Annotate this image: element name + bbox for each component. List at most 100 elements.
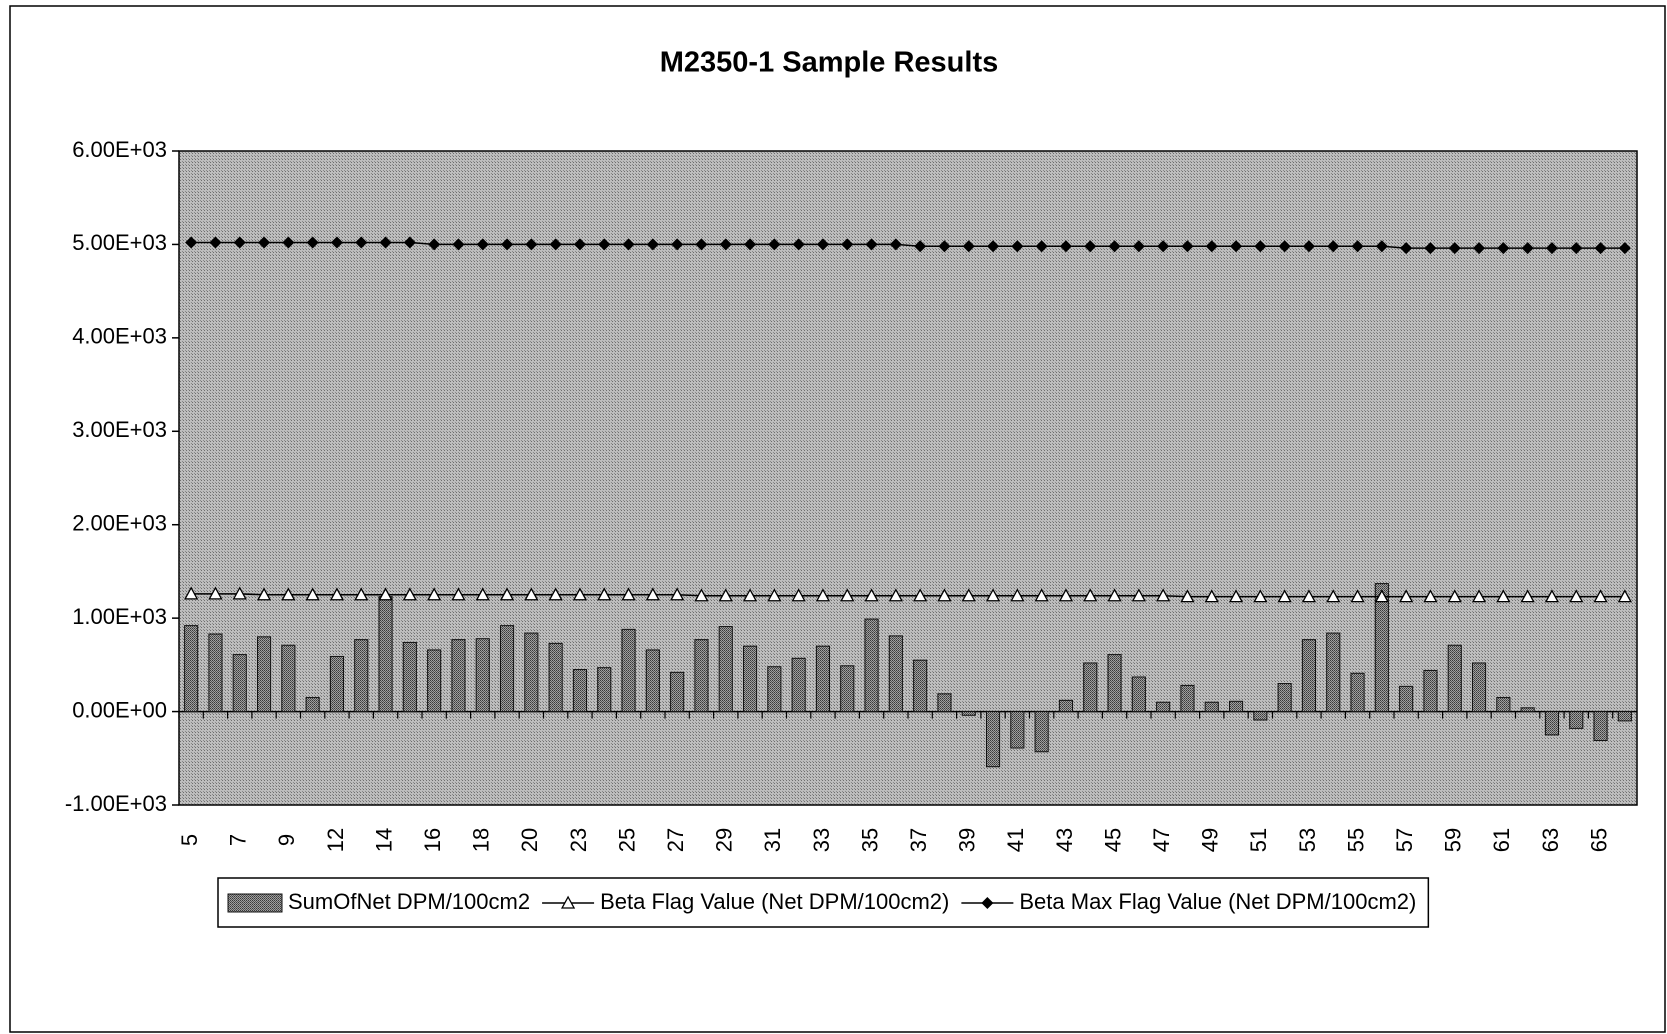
bar xyxy=(864,618,879,713)
x-tick-label: 16 xyxy=(420,828,445,852)
legend-label: Beta Max Flag Value (Net DPM/100cm2) xyxy=(1019,889,1416,914)
bar xyxy=(572,669,588,713)
x-tick-label: 65 xyxy=(1586,828,1611,852)
marker xyxy=(281,587,296,601)
bar xyxy=(1034,711,1049,753)
marker xyxy=(476,238,489,251)
x-tick-label: 33 xyxy=(809,828,834,852)
y-tick-label: 5.00E+03 xyxy=(72,230,167,255)
bar xyxy=(499,625,515,713)
marker xyxy=(1569,589,1584,603)
marker xyxy=(1010,588,1025,602)
marker xyxy=(1084,240,1097,253)
x-tick-label: 5 xyxy=(177,834,202,846)
marker xyxy=(718,588,733,602)
x-tick-label: 37 xyxy=(906,828,931,852)
marker xyxy=(1181,240,1194,253)
marker xyxy=(1253,589,1268,603)
series-diamond xyxy=(185,236,1631,255)
marker xyxy=(305,587,320,601)
x-tick-label: 20 xyxy=(517,828,542,852)
marker xyxy=(548,587,563,601)
marker xyxy=(767,588,782,602)
marker xyxy=(961,588,976,602)
marker xyxy=(329,587,345,601)
bar xyxy=(815,645,831,713)
marker xyxy=(1204,589,1219,603)
marker xyxy=(913,588,928,602)
bar xyxy=(1058,699,1074,713)
x-tick-label: 23 xyxy=(566,828,591,852)
marker xyxy=(501,238,514,251)
marker xyxy=(1107,588,1122,602)
marker xyxy=(1545,242,1558,255)
marker xyxy=(768,238,781,251)
marker xyxy=(1228,589,1244,603)
marker xyxy=(256,587,272,601)
bar xyxy=(184,625,199,713)
bar xyxy=(742,645,758,713)
marker xyxy=(1617,589,1632,603)
bar xyxy=(1447,644,1462,713)
marker xyxy=(694,588,709,602)
marker xyxy=(1301,589,1317,603)
marker xyxy=(1132,240,1145,253)
bar xyxy=(329,655,345,713)
bar xyxy=(524,632,539,713)
bar xyxy=(378,596,393,713)
bar xyxy=(767,666,782,713)
marker xyxy=(695,238,708,251)
marker xyxy=(1544,589,1560,603)
bar xyxy=(888,635,903,713)
bar xyxy=(1156,701,1171,713)
x-tick-label: 63 xyxy=(1538,828,1563,852)
marker xyxy=(985,588,1001,602)
bar xyxy=(985,711,1001,768)
marker xyxy=(1497,242,1510,255)
x-tick-label: 27 xyxy=(663,828,688,852)
marker xyxy=(645,587,660,601)
marker xyxy=(1156,588,1171,602)
x-tick-label: 49 xyxy=(1198,828,1223,852)
bar xyxy=(1326,632,1341,713)
bar xyxy=(937,693,952,713)
bar xyxy=(305,697,320,713)
marker xyxy=(1254,240,1267,253)
marker xyxy=(306,236,319,249)
y-tick-label: -1.00E+03 xyxy=(65,791,167,816)
marker xyxy=(378,587,393,601)
bar xyxy=(256,636,272,713)
marker xyxy=(1520,589,1535,603)
x-tick-label: 14 xyxy=(371,828,396,852)
marker xyxy=(233,236,246,249)
bar xyxy=(1520,707,1535,713)
marker xyxy=(499,587,515,601)
bar xyxy=(1107,654,1122,713)
marker xyxy=(1375,240,1388,253)
marker xyxy=(914,240,927,253)
marker xyxy=(981,897,994,909)
bar xyxy=(208,633,223,713)
bar xyxy=(1617,711,1632,722)
marker xyxy=(572,587,588,601)
legend-box xyxy=(217,877,1430,928)
x-tick-label: 25 xyxy=(614,828,639,852)
bar xyxy=(961,711,976,716)
marker xyxy=(1400,242,1413,255)
y-tick-label: 2.00E+03 xyxy=(72,511,167,536)
marker xyxy=(841,238,854,251)
marker xyxy=(598,238,611,251)
marker xyxy=(1302,240,1315,253)
marker xyxy=(403,236,416,249)
marker xyxy=(938,240,951,253)
bar xyxy=(232,654,247,713)
marker xyxy=(549,238,562,251)
x-tick-label: 53 xyxy=(1295,828,1320,852)
marker xyxy=(524,587,539,601)
x-tick-label: 7 xyxy=(226,834,251,846)
bar xyxy=(1471,662,1487,713)
x-tick-label: 31 xyxy=(760,828,785,852)
x-tick-label: 51 xyxy=(1246,828,1271,852)
bar xyxy=(840,665,855,713)
marker xyxy=(1230,240,1243,253)
